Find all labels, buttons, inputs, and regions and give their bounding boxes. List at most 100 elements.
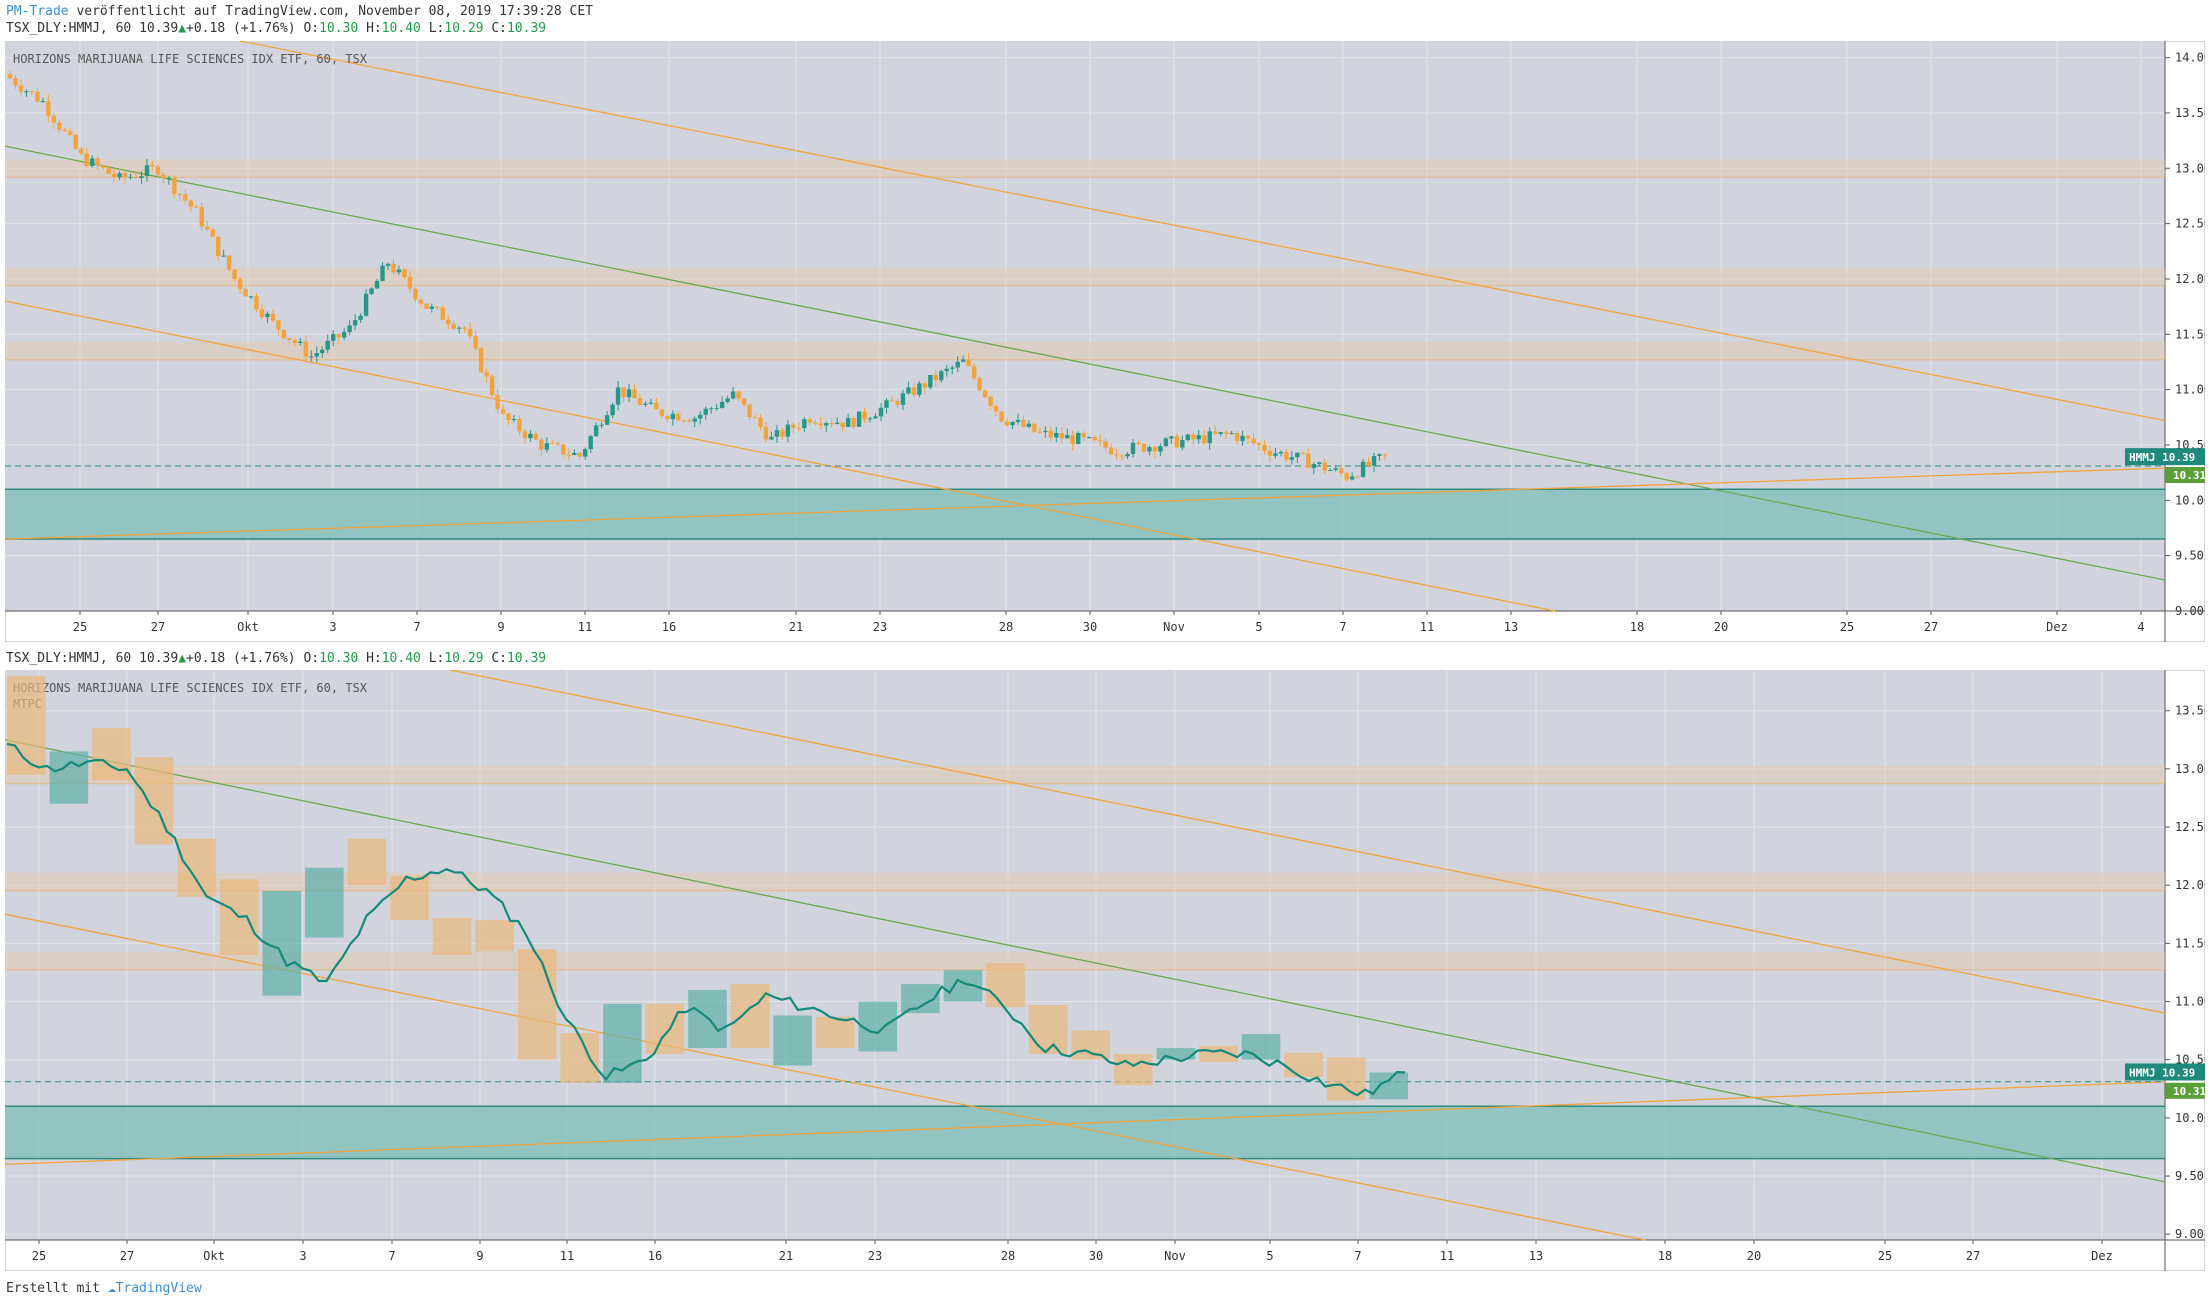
mtpc-line-chart-panel[interactable]: 13.50 13.00 12.50 12.00 11.50 11.00 10.50 10.00… bbox=[5, 670, 2205, 1271]
candle-body bbox=[621, 387, 626, 398]
y-tick-label: 9.50 bbox=[2175, 549, 2204, 563]
daily-box bbox=[1071, 1030, 1110, 1060]
candle-body bbox=[593, 425, 599, 437]
candle-body bbox=[1262, 444, 1267, 451]
y-tick-label: 12.00 bbox=[2175, 272, 2205, 286]
y-tick-label: 12.50 bbox=[2175, 820, 2205, 834]
candle-body bbox=[188, 200, 193, 207]
candle-body bbox=[128, 176, 133, 178]
candle-body bbox=[1191, 434, 1196, 440]
candle-body bbox=[177, 193, 183, 195]
candle-body bbox=[259, 309, 265, 318]
candle-body bbox=[829, 423, 834, 425]
candle-body bbox=[1163, 438, 1169, 447]
x-tick-label: 11 bbox=[560, 1249, 574, 1263]
candle-body bbox=[1021, 419, 1026, 427]
candle-body bbox=[796, 427, 802, 429]
candle-body bbox=[1377, 454, 1382, 457]
y-tick-label: 13.50 bbox=[2175, 704, 2205, 718]
candle-body bbox=[725, 398, 730, 403]
x-tick-label: 30 bbox=[1083, 620, 1097, 634]
candle-body bbox=[533, 433, 539, 440]
resistance-band bbox=[5, 872, 2165, 891]
candle-body bbox=[950, 367, 955, 369]
candle-body bbox=[451, 324, 456, 329]
candle-body bbox=[1119, 455, 1125, 457]
y-tick-label: 9.00 bbox=[2175, 1227, 2204, 1241]
candle-body bbox=[971, 366, 977, 379]
y-tick-label: 12.50 bbox=[2175, 217, 2205, 231]
candle-body bbox=[1147, 447, 1152, 452]
tradingview-brand[interactable]: TradingView bbox=[115, 1281, 202, 1296]
y-tick-label: 11.00 bbox=[2175, 995, 2205, 1009]
candle-body bbox=[457, 327, 462, 329]
candle-body bbox=[780, 430, 785, 437]
daily-box bbox=[1369, 1072, 1408, 1100]
x-tick-label: Dez bbox=[2046, 620, 2068, 634]
daily-box bbox=[560, 1032, 600, 1083]
daily-box bbox=[1156, 1048, 1196, 1060]
candle-body bbox=[155, 166, 161, 175]
candle-body bbox=[528, 433, 533, 439]
candle-body bbox=[791, 424, 796, 428]
candle-body bbox=[566, 454, 571, 456]
candle-body bbox=[1322, 462, 1327, 471]
candle-body bbox=[736, 391, 741, 399]
candle-body bbox=[205, 226, 210, 230]
candle-body bbox=[446, 319, 451, 325]
candle-body bbox=[1333, 468, 1338, 470]
candle-body bbox=[544, 443, 550, 450]
candle-body bbox=[1043, 430, 1048, 433]
candle-body bbox=[298, 341, 303, 344]
candle-body bbox=[654, 402, 659, 410]
candle-body bbox=[237, 279, 243, 289]
x-tick-label: Okt bbox=[237, 620, 259, 634]
x-tick-label: 9 bbox=[497, 620, 504, 634]
candle-body bbox=[292, 340, 298, 344]
candle-body bbox=[873, 416, 878, 419]
candle-body bbox=[659, 409, 665, 416]
support-zone bbox=[5, 489, 2165, 540]
candle-body bbox=[1092, 437, 1097, 441]
candle-body bbox=[226, 255, 232, 270]
candle-body bbox=[615, 387, 621, 405]
x-tick-label: 3 bbox=[299, 1249, 306, 1263]
candle-body bbox=[928, 374, 933, 388]
candle-body bbox=[561, 444, 566, 455]
daily-box bbox=[815, 1016, 855, 1049]
daily-box bbox=[390, 875, 429, 921]
candle-body bbox=[139, 176, 144, 179]
upper-channel-line bbox=[449, 670, 2166, 1014]
candle-body bbox=[183, 194, 188, 201]
daily-box bbox=[432, 917, 472, 955]
created-with-text: Erstellt mit bbox=[6, 1281, 100, 1296]
change-value: +0.18 (+1.76%) bbox=[186, 21, 296, 36]
daily-box bbox=[475, 920, 514, 952]
candle-body bbox=[254, 296, 259, 310]
candle-body bbox=[276, 320, 281, 330]
candle-body bbox=[1371, 456, 1377, 466]
x-tick-label: Dez bbox=[2091, 1249, 2113, 1263]
candle-body bbox=[517, 419, 522, 432]
candle-body bbox=[813, 422, 818, 424]
x-tick-label: Nov bbox=[1164, 1249, 1186, 1263]
candle-body bbox=[1065, 435, 1070, 439]
daily-boxes bbox=[7, 675, 1408, 1101]
candle-body bbox=[692, 418, 697, 422]
candle-body bbox=[703, 408, 708, 415]
candle-body bbox=[133, 176, 139, 179]
candle-body bbox=[1169, 436, 1174, 439]
candle-body bbox=[741, 398, 747, 405]
y-axis: 14.0013.5013.0012.5012.0011.5011.0010.50… bbox=[2165, 51, 2205, 618]
candle-body bbox=[396, 269, 402, 273]
symbol-label: TSX_DLY:HMMJ, 60 bbox=[6, 21, 132, 36]
y-tick-label: 11.50 bbox=[2175, 327, 2205, 341]
level-badge bbox=[2165, 1082, 2205, 1099]
candlestick-chart-panel[interactable]: 14.0013.5013.0012.5012.0011.5011.0010.50… bbox=[5, 41, 2205, 642]
x-tick-label: 25 bbox=[73, 620, 87, 634]
x-tick-label: 5 bbox=[1255, 620, 1262, 634]
candle-body bbox=[215, 236, 221, 257]
publisher-name[interactable]: PM-Trade bbox=[6, 4, 69, 19]
candle-body bbox=[363, 293, 369, 316]
candle-body bbox=[1097, 440, 1103, 442]
